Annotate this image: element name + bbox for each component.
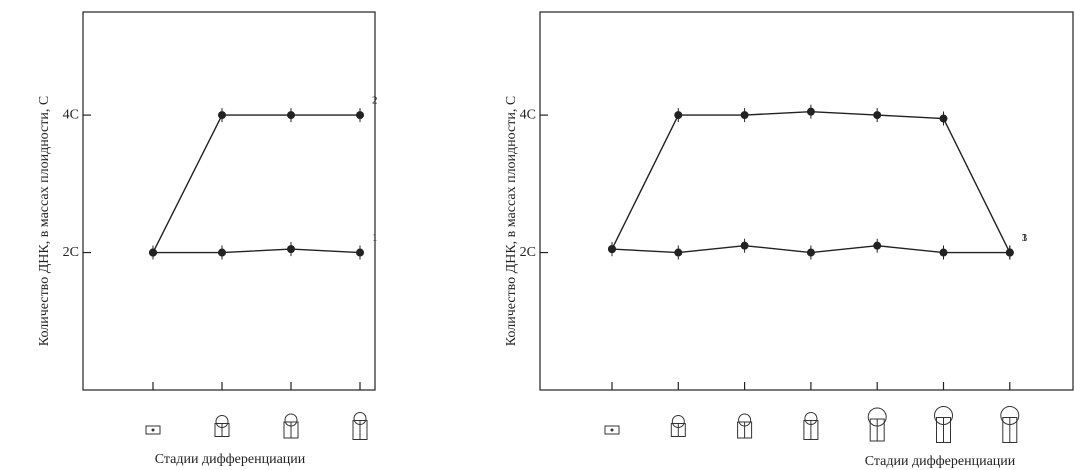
stage-icon — [867, 407, 887, 427]
data-point — [939, 248, 948, 257]
series-label: 3 — [1022, 232, 1028, 244]
series-line — [153, 248, 361, 254]
data-point — [356, 111, 364, 120]
y-tick-label: 4C — [520, 107, 536, 122]
stage-icon — [671, 415, 685, 428]
data-point — [218, 248, 226, 257]
stage-icon — [610, 428, 614, 432]
x-axis-label: Стадии дифференциации — [865, 454, 1016, 469]
stage-icon — [215, 415, 229, 428]
data-point — [873, 241, 882, 250]
data-point — [806, 107, 815, 116]
data-point — [149, 248, 157, 257]
stage-icon — [804, 412, 818, 425]
data-point — [740, 241, 749, 250]
stage-icon — [934, 406, 953, 425]
y-axis-label: Количество ДНК, в массах плоидности, С — [504, 96, 519, 346]
chart: 2C 4C Количество ДНК, в массах плоидности,… — [37, 11, 378, 467]
series-label: 1 — [372, 232, 378, 244]
stage-icon — [604, 425, 620, 435]
data-point — [939, 114, 948, 123]
data-point — [674, 111, 683, 120]
data-point — [287, 245, 295, 254]
data-point — [608, 245, 616, 254]
data-point — [806, 248, 815, 257]
y-axis-label: Количество ДНК, в массах плоидности, С — [37, 96, 52, 346]
series-line — [152, 114, 360, 253]
data-point — [873, 111, 882, 120]
stage-icon — [353, 412, 367, 425]
y-tick-label: 2C — [520, 245, 536, 260]
data-point — [674, 248, 683, 257]
stage-icon — [151, 428, 155, 432]
data-point — [356, 248, 364, 257]
data-point — [218, 111, 226, 120]
data-point — [740, 111, 749, 120]
stage-icon — [284, 413, 298, 427]
stage-icon — [145, 425, 161, 435]
series-line — [611, 110, 1011, 253]
plot-frame — [82, 11, 376, 391]
y-tick-label: 2C — [63, 245, 79, 260]
series-label: 2 — [372, 95, 378, 107]
data-point — [287, 111, 295, 120]
stage-icon — [738, 413, 752, 427]
x-axis-label: Стадии дифференциации — [155, 452, 306, 467]
series-label: 1 — [1022, 232, 1028, 244]
stage-icon — [1000, 406, 1020, 425]
plot-frame — [539, 11, 1074, 391]
data-point — [1005, 248, 1014, 257]
y-tick-label: 4C — [63, 107, 79, 122]
